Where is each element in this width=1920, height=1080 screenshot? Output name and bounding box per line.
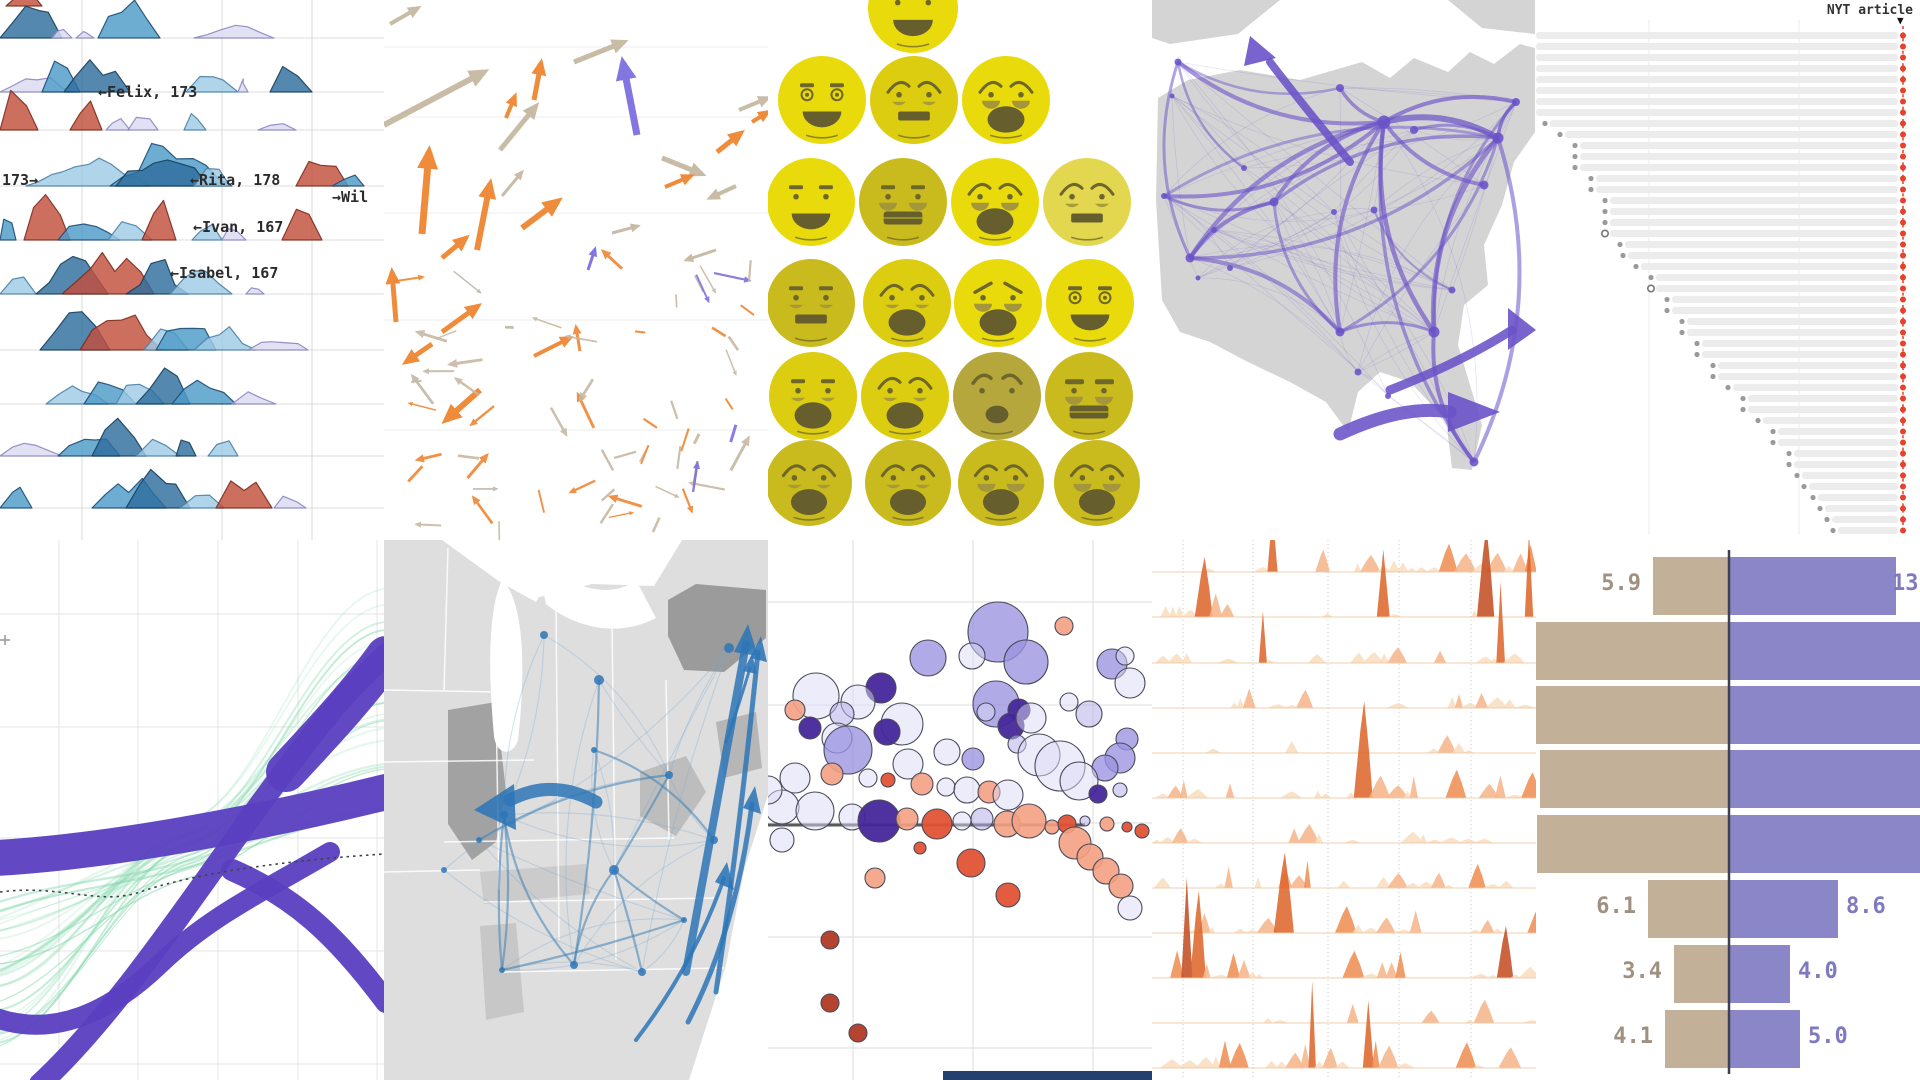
ridge-row	[1152, 852, 1536, 934]
emoji-face	[861, 352, 949, 440]
ridge-row	[1152, 981, 1536, 1069]
emoji-face	[769, 352, 857, 440]
tile-wind-arrows[interactable]	[384, 0, 768, 540]
ridge-row	[39, 311, 309, 351]
emoji-face	[1045, 352, 1133, 440]
emoji-face	[954, 259, 1042, 347]
ridge-row	[0, 59, 313, 93]
ridge-row	[1152, 540, 1536, 573]
right-bar-value: 5.0	[1808, 1024, 1848, 1049]
emoji-face	[1054, 440, 1140, 526]
emoji-face	[962, 56, 1050, 144]
ridge-row	[25, 142, 365, 187]
annotation-ivan: ←Ivan, 167	[193, 218, 284, 236]
tile-migration-map[interactable]	[384, 540, 768, 1080]
bottom-navy-strip	[943, 1071, 1152, 1080]
vector-field-chart	[384, 6, 768, 540]
ridge-row	[0, 251, 265, 295]
right-bar-value: 13	[1892, 571, 1919, 596]
flow-network-map	[1152, 0, 1536, 470]
annotation-rita: ←Rita, 178	[190, 171, 281, 189]
ridge-row	[0, 0, 275, 39]
ridge-row	[1152, 824, 1536, 844]
left-bar-value: 3.4	[1622, 959, 1662, 984]
spiky-ridgeline-chart	[1152, 540, 1536, 1080]
emoji-face	[958, 440, 1044, 526]
ridge-row	[0, 417, 239, 457]
ridge-row	[1152, 877, 1536, 979]
emoji-face	[768, 259, 855, 347]
hurricane-ridgeline-chart	[0, 0, 384, 540]
emoji-face	[953, 352, 1041, 440]
right-bar-value: 8.6	[1846, 894, 1886, 919]
ridge-row	[45, 367, 277, 405]
annotation-173: 173→	[2, 171, 39, 189]
right-bar-value: 4.0	[1798, 959, 1838, 984]
nyt-article-label: NYT article	[1826, 3, 1913, 18]
ridge-row	[0, 89, 297, 131]
emoji-face	[870, 56, 958, 144]
ridge-row	[1152, 688, 1536, 709]
emoji-face	[1046, 259, 1134, 347]
migration-flow-map	[384, 540, 768, 1080]
ridge-row	[1152, 701, 1536, 799]
emoji-face	[859, 158, 947, 246]
ridge-row	[0, 194, 323, 241]
bump-ribbon-chart	[0, 540, 384, 1080]
emoji-face	[768, 440, 852, 526]
emoji-pyramid-chart	[768, 0, 1140, 526]
tile-orange-ridges[interactable]	[1152, 540, 1536, 1080]
annotation-felix: ←Felix, 173	[98, 83, 198, 101]
emoji-face	[951, 158, 1039, 246]
tile-diverging-bars[interactable]: 5.9 13 6.1 8.6 3.4 4.0 4.1 5.0	[1536, 540, 1920, 1080]
ridge-row	[1152, 735, 1536, 754]
emoji-face	[865, 440, 951, 526]
ridge-row	[0, 468, 307, 509]
diverging-bar-chart	[1536, 550, 1920, 1074]
ridge-row	[1152, 999, 1536, 1024]
left-bar-value: 6.1	[1596, 894, 1636, 919]
ridge-row	[1152, 582, 1536, 664]
ridge-row	[1152, 860, 1536, 889]
tile-bubble-scatter[interactable]	[768, 540, 1152, 1080]
left-bar-value: 4.1	[1613, 1024, 1653, 1049]
emoji-face	[1043, 158, 1131, 246]
emoji-face	[778, 56, 866, 144]
annotation-isabel: ←Isabel, 167	[170, 264, 279, 282]
tile-flight-network[interactable]	[1152, 0, 1536, 540]
marker-triangle-icon: ▼	[1897, 14, 1904, 27]
ridge-row	[5, 0, 43, 7]
tile-nyt-timeline[interactable]: NYT article ▼	[1536, 0, 1920, 540]
emoji-face	[868, 0, 958, 53]
tile-bump-ribbons[interactable]	[0, 540, 384, 1080]
annotation-wil: →Wil	[332, 188, 369, 206]
bubble-scatter-chart	[768, 540, 1152, 1080]
left-bar-value: 5.9	[1601, 571, 1641, 596]
tile-hurricane-ridgelines[interactable]: ←Felix, 173 173→ ←Rita, 178 ←Ivan, 167 ←…	[0, 0, 384, 540]
emoji-face	[768, 158, 855, 246]
tile-emoji-pyramid[interactable]	[768, 0, 1152, 540]
emoji-face	[863, 259, 951, 347]
ridge-row	[1152, 540, 1536, 618]
event-timeline-chart	[1536, 20, 1906, 535]
